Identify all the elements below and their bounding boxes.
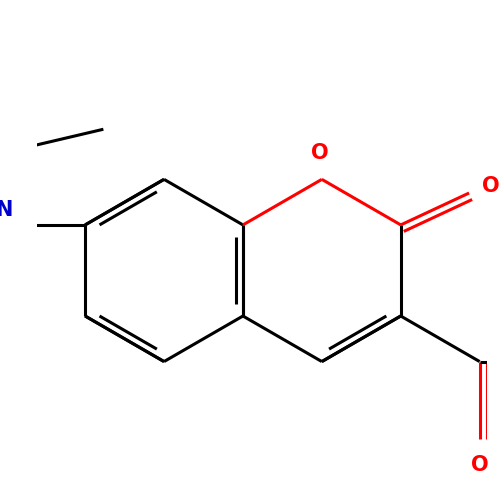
Text: O: O [482,176,499,197]
Text: O: O [471,456,488,475]
Text: O: O [311,143,328,163]
Text: N: N [0,200,13,220]
